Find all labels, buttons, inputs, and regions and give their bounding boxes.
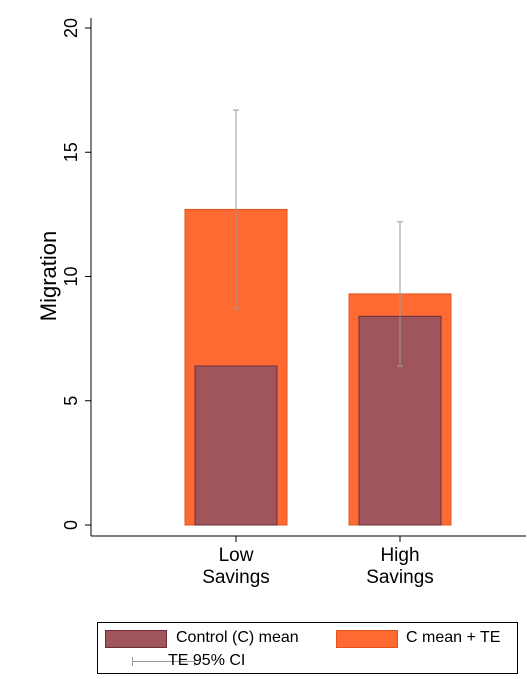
y-tick-label: 5 bbox=[61, 396, 81, 406]
y-tick-label: 20 bbox=[61, 18, 81, 38]
legend-ci-line bbox=[132, 661, 194, 662]
bar-control-mean bbox=[194, 365, 278, 526]
legend-swatch-control-mean bbox=[105, 630, 167, 648]
y-tick-label: 10 bbox=[61, 266, 81, 286]
y-tick-label: 0 bbox=[61, 520, 81, 530]
legend-ci-cap-left bbox=[132, 657, 133, 666]
x-tick-label: Savings bbox=[366, 567, 434, 588]
legend-label-ci: TE 95% CI bbox=[168, 652, 246, 669]
y-tick-label: 15 bbox=[61, 142, 81, 162]
x-tick-label: High bbox=[380, 545, 419, 566]
x-tick-label: Low bbox=[219, 545, 254, 566]
legend-swatch-c-mean-te bbox=[336, 630, 398, 648]
legend-label-c-mean-te: C mean + TE bbox=[406, 629, 501, 646]
legend-ci-cap-right bbox=[194, 657, 195, 666]
x-tick-label: Savings bbox=[202, 567, 270, 588]
legend: Control (C) mean C mean + TE TE 95% CI bbox=[97, 622, 518, 674]
y-axis-title: Migration bbox=[36, 231, 61, 321]
legend-label-control-mean: Control (C) mean bbox=[176, 629, 299, 646]
